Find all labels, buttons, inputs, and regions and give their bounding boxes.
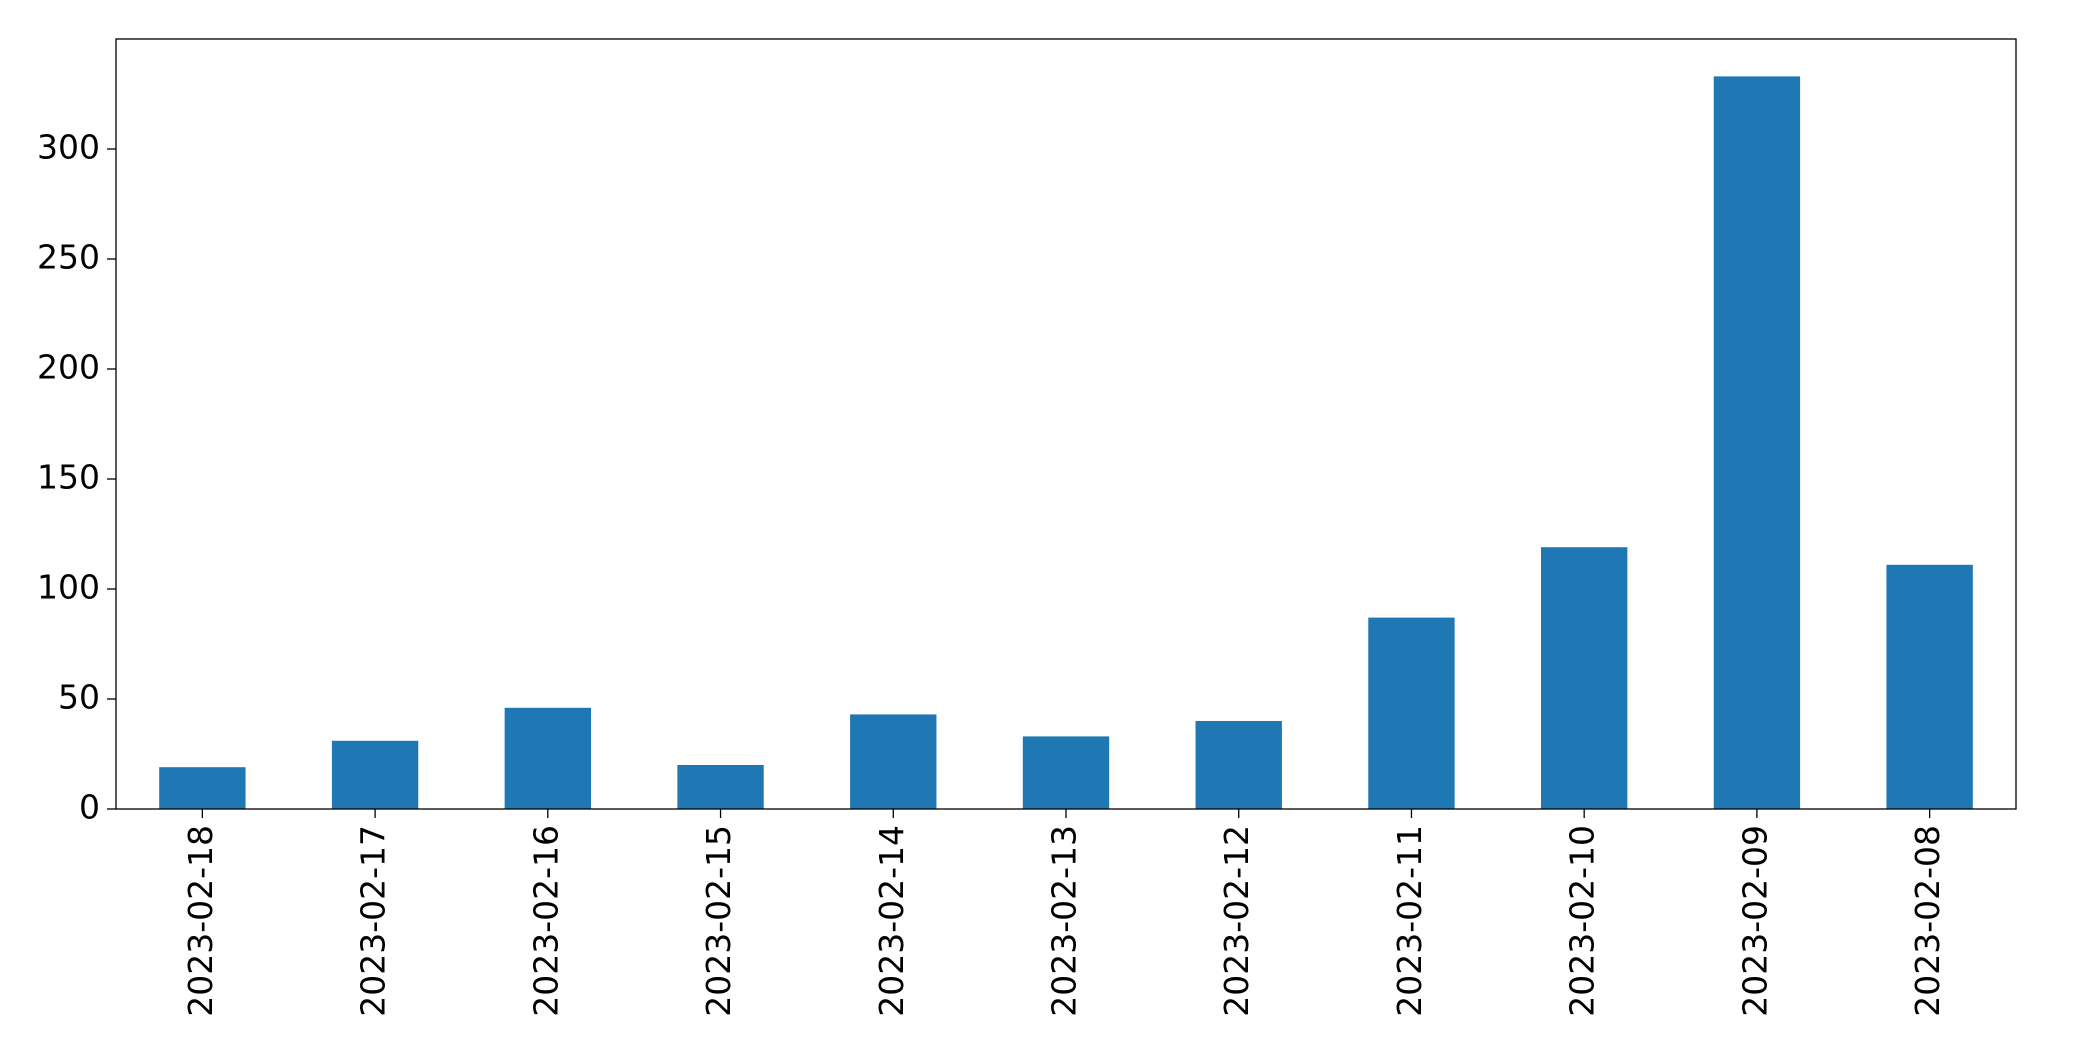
bar bbox=[1368, 617, 1455, 809]
x-tick-label: 2023-02-10 bbox=[1563, 825, 1602, 1017]
y-tick-label: 150 bbox=[37, 458, 100, 497]
x-tick-label: 2023-02-12 bbox=[1217, 825, 1256, 1017]
plot-frame bbox=[115, 38, 2017, 810]
bar bbox=[1541, 547, 1628, 809]
bar bbox=[504, 707, 591, 809]
x-tick-label: 2023-02-08 bbox=[1908, 825, 1947, 1017]
y-tick-label: 50 bbox=[58, 678, 100, 717]
x-tick-label: 2023-02-16 bbox=[526, 825, 565, 1017]
x-tick-label: 2023-02-14 bbox=[872, 825, 911, 1017]
y-tick-label: 300 bbox=[37, 128, 100, 167]
x-tick-label: 2023-02-18 bbox=[181, 825, 220, 1017]
x-tick-label: 2023-02-11 bbox=[1390, 825, 1429, 1017]
bar bbox=[1195, 721, 1282, 809]
y-tick-label: 250 bbox=[37, 238, 100, 277]
bar bbox=[159, 767, 246, 809]
x-tick-label: 2023-02-13 bbox=[1045, 825, 1084, 1017]
x-tick-label: 2023-02-09 bbox=[1735, 825, 1774, 1017]
y-tick-label: 200 bbox=[37, 348, 100, 387]
bar bbox=[850, 714, 937, 809]
bar bbox=[1022, 736, 1110, 809]
bar bbox=[1713, 76, 1801, 809]
x-tick-label: 2023-02-17 bbox=[354, 825, 393, 1017]
x-tick-label: 2023-02-15 bbox=[699, 825, 738, 1017]
bar bbox=[677, 765, 764, 809]
y-tick-label: 100 bbox=[37, 568, 100, 607]
y-tick-label: 0 bbox=[79, 788, 100, 827]
bar bbox=[1886, 564, 1973, 809]
bar bbox=[331, 740, 419, 809]
